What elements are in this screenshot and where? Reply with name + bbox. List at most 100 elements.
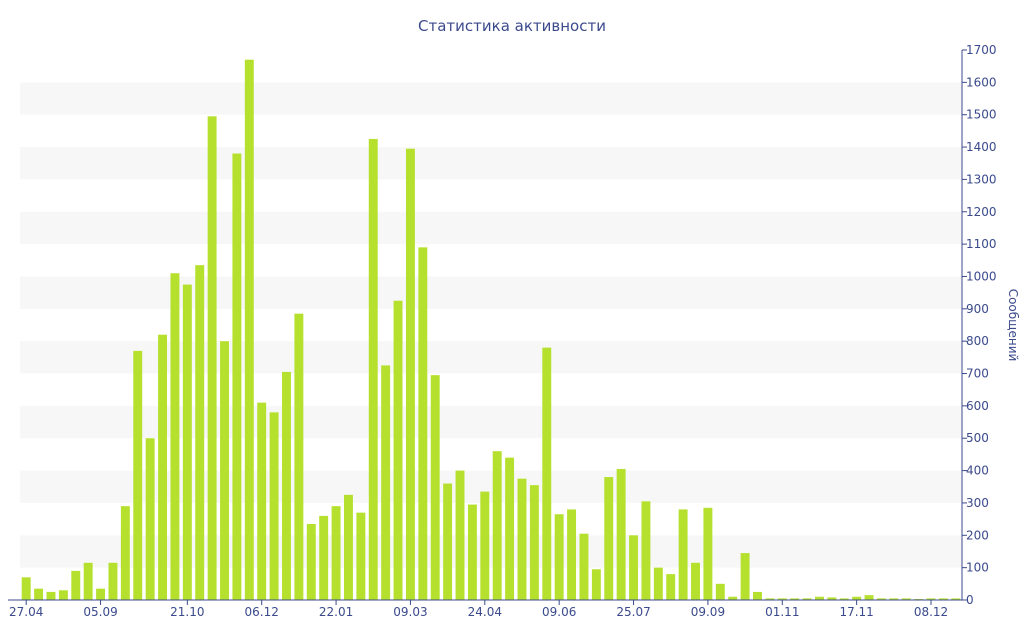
grid-band xyxy=(20,82,962,115)
bar xyxy=(418,247,428,600)
bar xyxy=(889,598,899,600)
bar xyxy=(790,598,800,600)
y-tick-label: 1700 xyxy=(966,43,997,57)
bar xyxy=(269,412,279,600)
bar xyxy=(170,273,180,600)
bar xyxy=(120,506,130,600)
bar xyxy=(182,284,192,600)
bar xyxy=(207,116,217,600)
bar xyxy=(529,485,539,600)
bar xyxy=(591,569,601,600)
bar xyxy=(926,598,936,600)
bar xyxy=(282,371,291,600)
bar xyxy=(356,512,366,600)
x-tick-label: 25.07 xyxy=(616,605,650,619)
bar xyxy=(195,265,205,600)
bar xyxy=(343,494,353,600)
bar xyxy=(158,334,168,600)
bar xyxy=(232,153,242,600)
bar xyxy=(492,451,502,600)
bar xyxy=(765,598,775,600)
bar xyxy=(244,59,254,601)
x-tick-label: 09.09 xyxy=(691,605,725,619)
bar xyxy=(145,438,155,600)
bar xyxy=(46,591,56,600)
bar xyxy=(715,583,725,600)
bar xyxy=(443,483,453,600)
x-tick-label: 06.12 xyxy=(245,605,279,619)
bar xyxy=(319,515,329,600)
grid-band xyxy=(20,276,962,309)
bar xyxy=(864,595,874,600)
x-tick-label: 17.11 xyxy=(839,605,873,619)
bar xyxy=(616,468,626,600)
bar xyxy=(604,477,614,600)
bar xyxy=(294,313,304,600)
bar xyxy=(96,588,106,600)
y-tick-label: 700 xyxy=(966,367,989,381)
y-tick-label: 1400 xyxy=(966,140,997,154)
bar xyxy=(678,509,688,600)
y-tick-label: 1100 xyxy=(966,237,997,251)
y-tick-label: 1500 xyxy=(966,108,997,122)
y-tick-label: 100 xyxy=(966,561,989,575)
bar xyxy=(901,598,911,600)
bar xyxy=(517,478,527,600)
x-tick-label: 21.10 xyxy=(170,605,204,619)
bar xyxy=(753,591,762,600)
y-tick-label: 1300 xyxy=(966,172,997,186)
bar xyxy=(430,375,440,600)
bar xyxy=(852,596,862,600)
bar xyxy=(257,402,267,600)
bar xyxy=(405,148,415,601)
bar xyxy=(133,350,143,600)
bar xyxy=(554,514,564,600)
y-tick-label: 500 xyxy=(966,431,989,445)
y-tick-label: 200 xyxy=(966,528,989,542)
y-tick-label: 1000 xyxy=(966,269,997,283)
x-tick-label: 09.03 xyxy=(393,605,427,619)
bar xyxy=(108,562,118,600)
x-axis-ticks: 27.04 05.09 21.10 06.12 22.01 09.03 24.04 09.06… xyxy=(9,600,948,619)
bar xyxy=(58,590,68,600)
x-tick-label: 24.04 xyxy=(468,605,502,619)
bar xyxy=(740,553,750,600)
bar xyxy=(381,365,391,600)
bars xyxy=(21,59,961,601)
x-tick-label: 08.12 xyxy=(914,605,948,619)
grid-band xyxy=(20,211,962,245)
bar xyxy=(71,570,81,600)
bar xyxy=(802,598,812,600)
bar xyxy=(220,341,229,600)
bar xyxy=(542,347,552,600)
bar xyxy=(306,523,316,600)
bar xyxy=(455,470,465,600)
y-tick-label: 900 xyxy=(966,302,989,316)
x-tick-label: 05.09 xyxy=(83,605,117,619)
bar xyxy=(505,457,515,600)
bar xyxy=(951,598,961,600)
bar xyxy=(814,596,824,600)
y-tick-label: 1600 xyxy=(966,75,997,89)
bar xyxy=(567,509,577,600)
y-tick-label: 1200 xyxy=(966,205,997,219)
chart-title: Статистика активности xyxy=(418,17,606,35)
x-tick-label: 09.06 xyxy=(542,605,576,619)
bar xyxy=(480,491,490,600)
bar xyxy=(83,562,93,600)
bar xyxy=(666,574,676,600)
bar xyxy=(703,507,713,600)
bar xyxy=(467,504,477,600)
y-axis-label: Сообщений xyxy=(1006,289,1020,362)
bar xyxy=(629,535,639,600)
y-tick-label: 600 xyxy=(966,399,989,413)
bar xyxy=(579,533,589,600)
bar xyxy=(691,562,700,600)
bar xyxy=(21,577,31,600)
grid-band xyxy=(20,147,962,180)
bar xyxy=(827,597,837,600)
bar xyxy=(34,588,44,600)
x-tick-label: 27.04 xyxy=(9,605,43,619)
x-tick-label: 01.11 xyxy=(765,605,799,619)
